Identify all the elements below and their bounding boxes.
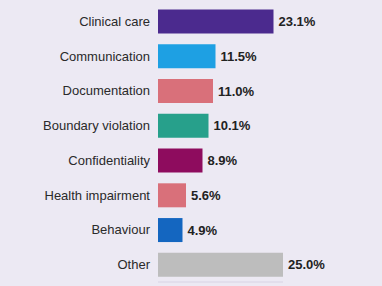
svg-text:Other: Other [117, 257, 150, 272]
svg-text:5.6%: 5.6% [191, 188, 221, 203]
svg-text:Communication: Communication [60, 49, 150, 64]
svg-text:Clinical care: Clinical care [79, 14, 150, 29]
svg-text:4.9%: 4.9% [188, 223, 218, 238]
svg-text:Boundary violation: Boundary violation [43, 118, 150, 133]
svg-text:Health impairment: Health impairment [45, 188, 151, 203]
svg-text:Documentation: Documentation [63, 83, 150, 98]
svg-text:8.9%: 8.9% [208, 153, 238, 168]
svg-text:10.1%: 10.1% [214, 118, 251, 133]
svg-text:11.5%: 11.5% [221, 49, 258, 64]
svg-text:Behaviour: Behaviour [91, 222, 150, 237]
svg-text:Confidentiality: Confidentiality [68, 153, 150, 168]
svg-text:25.0%: 25.0% [288, 257, 325, 272]
svg-text:23.1%: 23.1% [279, 14, 316, 29]
svg-text:11.0%: 11.0% [218, 84, 255, 99]
